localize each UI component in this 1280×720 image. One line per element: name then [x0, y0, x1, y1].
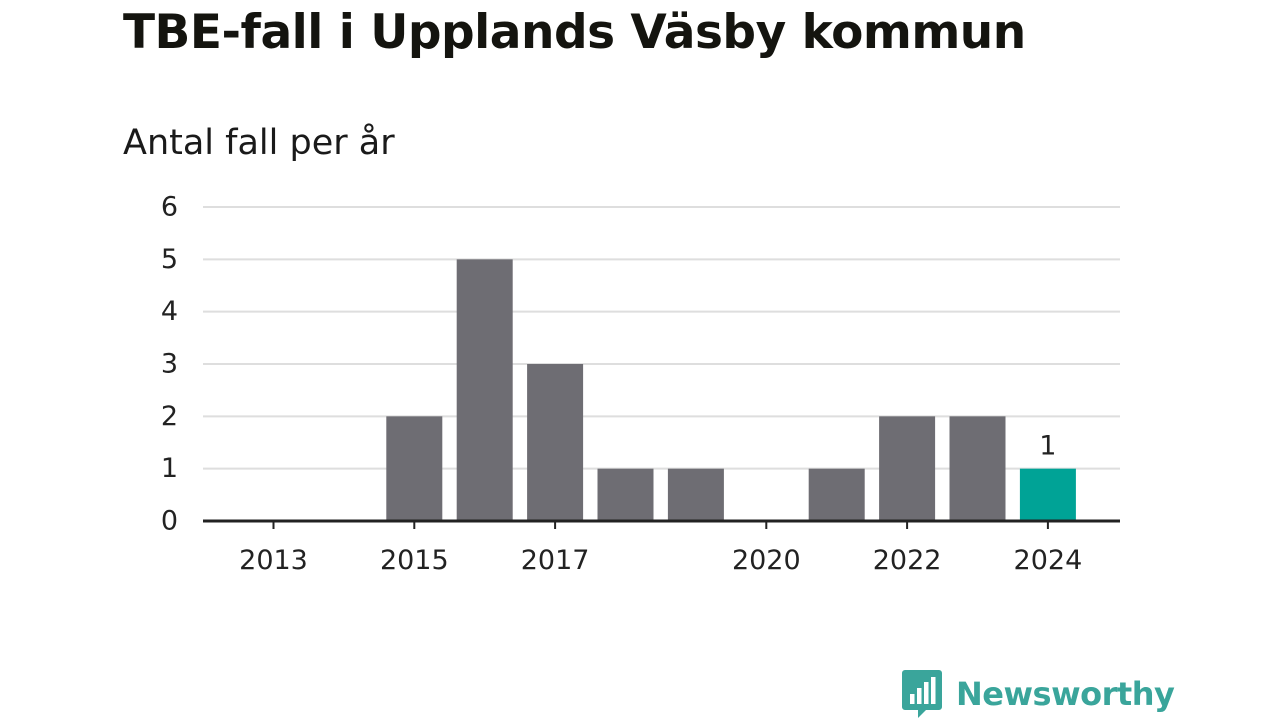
- x-tick-label: 2024: [1014, 545, 1083, 576]
- bar-2017: [527, 364, 584, 521]
- x-tick-label: 2022: [873, 545, 942, 576]
- y-tick-label: 2: [161, 401, 178, 432]
- bar-2023: [949, 416, 1006, 521]
- bar-2022: [879, 416, 936, 521]
- bar-2024: [1019, 468, 1076, 521]
- x-tick-label: 2020: [732, 545, 801, 576]
- bar-2018: [597, 468, 654, 521]
- chart-title: TBE-fall i Upplands Väsby kommun: [123, 5, 1026, 60]
- data-label: 1: [1039, 431, 1056, 462]
- y-tick-label: 6: [161, 192, 178, 223]
- y-tick-label: 5: [161, 244, 178, 275]
- y-tick-label: 3: [161, 349, 178, 380]
- y-tick-label: 1: [161, 453, 178, 484]
- y-tick-label: 0: [161, 506, 178, 537]
- bar-2015: [386, 416, 443, 521]
- x-tick-label: 2017: [521, 545, 590, 576]
- brand-name: Newsworthy: [956, 675, 1175, 713]
- y-tick-label: 4: [161, 296, 178, 327]
- x-tick-label: 2013: [239, 545, 308, 576]
- bar-2021: [808, 468, 865, 521]
- x-tick-label: 2015: [380, 545, 449, 576]
- bar-2019: [667, 468, 724, 521]
- chart-subtitle: Antal fall per år: [123, 123, 395, 163]
- bar-2016: [456, 259, 513, 521]
- newsworthy-branding: Newsworthy: [902, 670, 1175, 718]
- newsworthy-logo-icon: [902, 670, 942, 718]
